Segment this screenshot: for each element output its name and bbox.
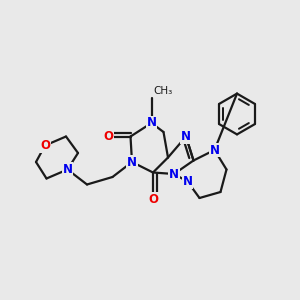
Text: O: O — [148, 193, 158, 206]
Text: N: N — [209, 143, 220, 157]
Text: N: N — [146, 116, 157, 130]
Text: O: O — [40, 139, 50, 152]
Text: O: O — [103, 130, 113, 143]
Text: N: N — [169, 167, 179, 181]
Text: N: N — [62, 163, 73, 176]
Text: N: N — [181, 130, 191, 143]
Text: CH₃: CH₃ — [153, 86, 172, 96]
Text: N: N — [127, 155, 137, 169]
Text: N: N — [182, 175, 193, 188]
